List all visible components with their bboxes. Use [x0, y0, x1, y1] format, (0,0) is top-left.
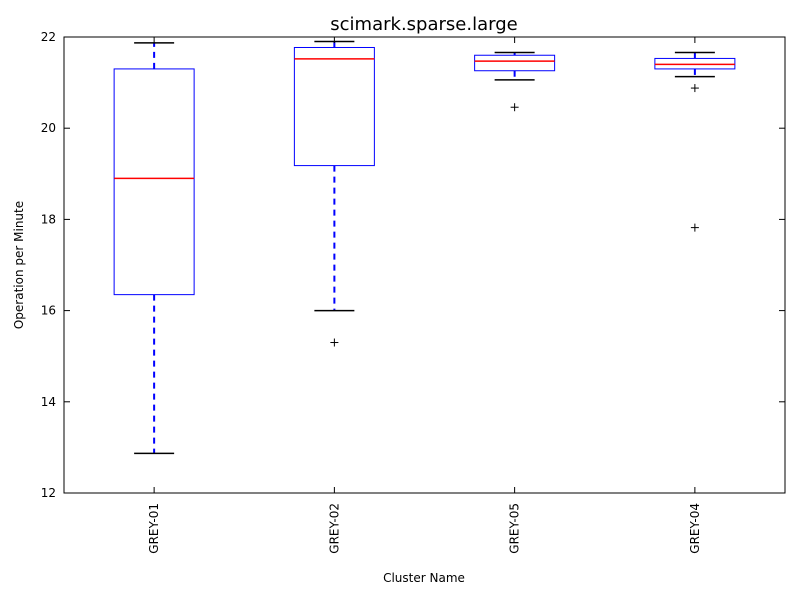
- outlier-point: [690, 84, 699, 93]
- box: [113, 68, 195, 296]
- y-tick-label: 16: [41, 304, 56, 318]
- y-tick-label: 14: [41, 395, 56, 409]
- chart-marks: [113, 40, 736, 455]
- x-axis-label: Cluster Name: [383, 571, 465, 585]
- x-tick-label: GREY-01: [147, 503, 161, 554]
- y-axis: 12 14 16 18 20 22: [41, 30, 785, 500]
- x-tick-label: GREY-02: [327, 503, 341, 554]
- box-group-grey-05: [474, 51, 556, 112]
- box-group-grey-04: [654, 51, 736, 232]
- x-tick-label: GREY-05: [508, 503, 522, 554]
- outlier-point: [690, 223, 699, 232]
- y-tick-label: 20: [41, 121, 56, 135]
- y-tick-label: 22: [41, 30, 56, 44]
- y-axis-label: Operation per Minute: [12, 201, 26, 329]
- x-tick-label: GREY-04: [688, 503, 702, 554]
- y-tick-label: 12: [41, 486, 56, 500]
- outlier-point: [510, 103, 519, 112]
- chart-title: scimark.sparse.large: [330, 14, 517, 35]
- plot-frame: [63, 36, 786, 494]
- x-axis: GREY-01 GREY-02 GREY-05 GREY-04: [147, 37, 702, 554]
- outlier-point: [330, 338, 339, 347]
- y-tick-label: 18: [41, 212, 56, 226]
- box: [293, 46, 375, 167]
- box: [474, 54, 556, 72]
